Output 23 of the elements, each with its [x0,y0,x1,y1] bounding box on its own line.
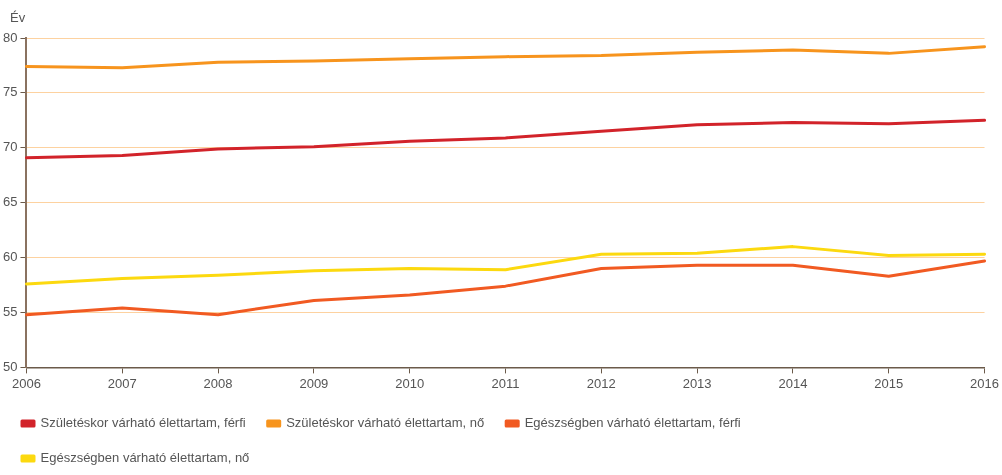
y-tick-label: 60 [2,249,18,265]
x-tick-label: 2016 [970,375,999,391]
legend-label: Születéskor várható élettartam, férfi [40,415,246,431]
x-tick-label: 2009 [299,375,329,391]
x-tick-label: 2014 [778,375,808,391]
y-tick-label: 55 [2,304,18,320]
x-tick-label: 2010 [395,375,425,391]
y-axis-title: Év [10,9,26,25]
x-tick-label: 2008 [203,375,233,391]
legend-label: Egészségben várható élettartam, férfi [524,415,741,431]
x-tick-label: 2011 [491,375,520,391]
y-tick-label: 75 [2,84,18,100]
x-tick-label: 2013 [682,375,712,391]
y-tick-label: 50 [2,358,18,374]
x-tick-label: 2012 [586,375,616,391]
y-tick-label: 70 [2,139,18,155]
legend-label: Egészségben várható élettartam, nő [40,450,250,466]
y-tick-label: 80 [2,29,18,45]
legend-label: Születéskor várható élettartam, nő [286,415,485,431]
x-tick-label: 2015 [874,375,904,391]
x-tick-label: 2007 [107,375,137,391]
y-tick-label: 65 [2,194,18,210]
x-tick-label: 2006 [12,375,41,391]
